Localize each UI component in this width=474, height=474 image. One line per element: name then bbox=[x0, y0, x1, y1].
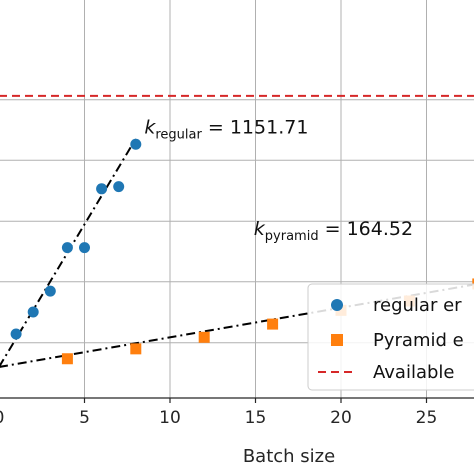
point-regular bbox=[96, 183, 108, 195]
x-tick-labels: 0 5 10 15 20 25 bbox=[0, 408, 437, 428]
legend: regular er Pyramid e Available bbox=[307, 283, 474, 391]
x-axis-label: Batch size bbox=[243, 446, 335, 467]
point-regular bbox=[130, 138, 142, 150]
slope-annotation-1: kregular = 1151.71 bbox=[144, 116, 308, 142]
point-regular bbox=[61, 242, 73, 254]
slope-annotation-2: kpyramid = 164.52 bbox=[254, 218, 413, 244]
x-tick-label: 5 bbox=[79, 408, 90, 428]
point-pyramid bbox=[130, 343, 142, 355]
x-tick-label: 0 bbox=[0, 408, 4, 428]
grid-lines bbox=[0, 0, 474, 398]
legend-label: Pyramid e bbox=[373, 330, 464, 351]
point-regular bbox=[27, 306, 39, 318]
point-regular bbox=[10, 328, 22, 340]
x-tick-label: 25 bbox=[416, 408, 438, 428]
legend-marker-regular bbox=[331, 299, 343, 311]
legend-label: regular er bbox=[373, 295, 462, 316]
point-regular bbox=[113, 181, 125, 193]
legend-marker-pyramid bbox=[331, 334, 343, 346]
axes bbox=[0, 397, 474, 403]
legend-box bbox=[307, 283, 474, 391]
data-points bbox=[10, 138, 474, 365]
point-regular bbox=[79, 242, 90, 254]
x-tick-label: 15 bbox=[245, 408, 267, 428]
point-pyramid bbox=[61, 353, 73, 365]
x-tick-label: 20 bbox=[330, 408, 352, 428]
slope-annotations: kregular = 1151.71 kpyramid = 164.52 bbox=[144, 116, 413, 244]
point-pyramid bbox=[267, 318, 279, 330]
legend-label: Available bbox=[373, 362, 454, 383]
x-tick-label: 10 bbox=[159, 408, 181, 428]
point-pyramid bbox=[198, 331, 210, 343]
point-regular bbox=[44, 285, 56, 297]
